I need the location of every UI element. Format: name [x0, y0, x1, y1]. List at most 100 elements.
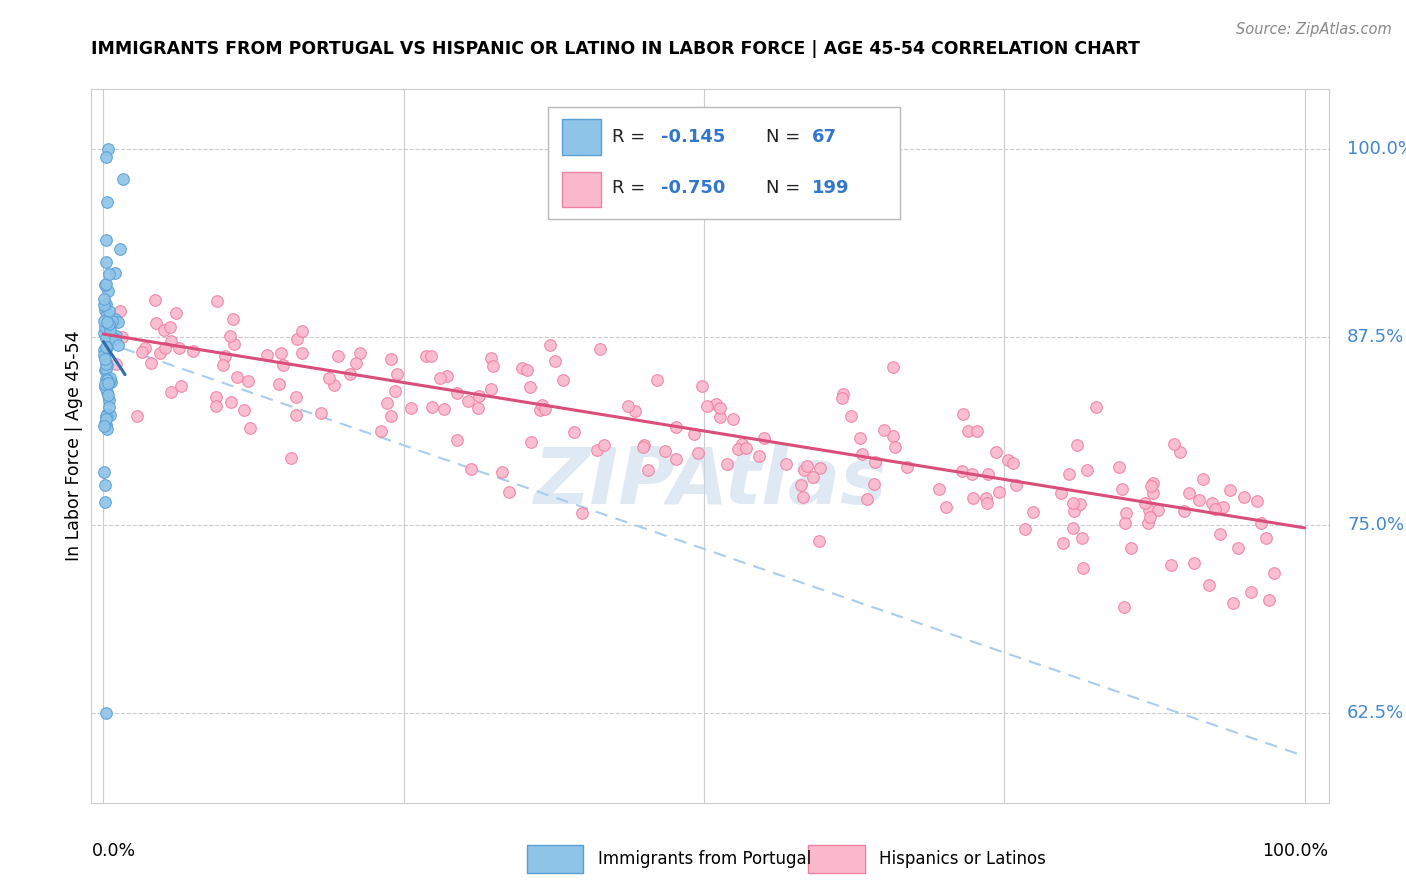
Point — [808, 533, 831, 548]
Point — [589, 342, 612, 356]
Point — [935, 500, 957, 514]
Point — [385, 367, 408, 381]
Point — [93, 495, 115, 509]
Point — [1004, 478, 1026, 492]
Point — [94, 320, 117, 334]
Point — [1204, 501, 1226, 516]
Point — [399, 401, 422, 415]
Point — [93, 292, 115, 306]
Point — [96, 340, 118, 354]
Point — [1208, 527, 1230, 541]
Point — [149, 345, 172, 359]
Point — [143, 293, 166, 307]
Text: Immigrants from Portugal: Immigrants from Portugal — [598, 850, 811, 868]
Point — [1226, 541, 1249, 556]
Point — [96, 384, 118, 399]
Point — [94, 417, 117, 432]
Point — [721, 412, 744, 426]
Point — [309, 407, 332, 421]
Point — [97, 304, 120, 318]
Point — [1062, 495, 1084, 509]
Point — [987, 485, 1010, 500]
Y-axis label: In Labor Force | Age 45-54: In Labor Force | Age 45-54 — [65, 331, 83, 561]
Point — [1201, 496, 1223, 510]
Point — [204, 399, 226, 413]
Point — [94, 416, 117, 430]
Point — [709, 410, 731, 425]
Point — [1140, 479, 1163, 493]
Point — [460, 462, 482, 476]
Point — [752, 431, 775, 445]
Point — [1108, 459, 1130, 474]
Point — [97, 388, 120, 402]
Point — [221, 395, 243, 409]
Point — [165, 305, 187, 319]
Point — [97, 267, 120, 281]
Text: IMMIGRANTS FROM PORTUGAL VS HISPANIC OR LATINO IN LABOR FORCE | AGE 45-54 CORREL: IMMIGRANTS FROM PORTUGAL VS HISPANIC OR … — [91, 40, 1140, 58]
Point — [801, 470, 824, 484]
Point — [616, 399, 638, 413]
Point — [665, 420, 688, 434]
Point — [1057, 467, 1080, 481]
Point — [436, 368, 458, 383]
Text: Hispanics or Latinos: Hispanics or Latinos — [879, 850, 1046, 868]
Point — [544, 354, 567, 368]
Point — [966, 424, 988, 438]
Point — [107, 315, 129, 329]
Point — [1222, 596, 1244, 610]
Point — [986, 445, 1008, 459]
Point — [976, 496, 998, 510]
Point — [1050, 486, 1073, 500]
Point — [790, 478, 813, 492]
Point — [105, 328, 128, 343]
Point — [108, 303, 131, 318]
Point — [380, 409, 402, 423]
Point — [167, 341, 190, 355]
Point — [145, 316, 167, 330]
Point — [481, 382, 503, 396]
Point — [952, 407, 974, 421]
Point — [468, 389, 491, 403]
Point — [97, 376, 120, 390]
Point — [1111, 482, 1133, 496]
Point — [538, 338, 561, 352]
Point — [1137, 502, 1160, 516]
Point — [974, 491, 997, 505]
Point — [1066, 438, 1088, 452]
Point — [1135, 496, 1157, 510]
Point — [422, 400, 444, 414]
Point — [420, 349, 443, 363]
Point — [160, 385, 183, 400]
Point — [696, 399, 718, 413]
Point — [1246, 494, 1268, 508]
FancyBboxPatch shape — [562, 171, 602, 208]
Point — [326, 349, 349, 363]
Point — [683, 427, 706, 442]
Point — [1115, 506, 1137, 520]
Point — [482, 359, 505, 374]
Point — [690, 379, 713, 393]
Point — [1119, 541, 1142, 555]
Point — [1173, 504, 1195, 518]
Point — [831, 392, 853, 406]
Point — [654, 444, 676, 458]
Point — [256, 348, 278, 362]
Point — [94, 296, 117, 310]
Point — [384, 384, 406, 399]
Point — [1022, 504, 1045, 518]
Point — [98, 317, 121, 331]
Point — [93, 348, 115, 362]
Text: R =: R = — [612, 179, 645, 197]
Point — [997, 453, 1019, 467]
Point — [94, 409, 117, 424]
Point — [498, 484, 520, 499]
Point — [93, 298, 115, 312]
Point — [735, 441, 758, 455]
Point — [1250, 516, 1272, 530]
Point — [97, 392, 120, 407]
Point — [280, 450, 302, 465]
Point — [98, 371, 121, 385]
Point — [131, 344, 153, 359]
Point — [896, 460, 918, 475]
Text: -0.145: -0.145 — [661, 128, 725, 146]
